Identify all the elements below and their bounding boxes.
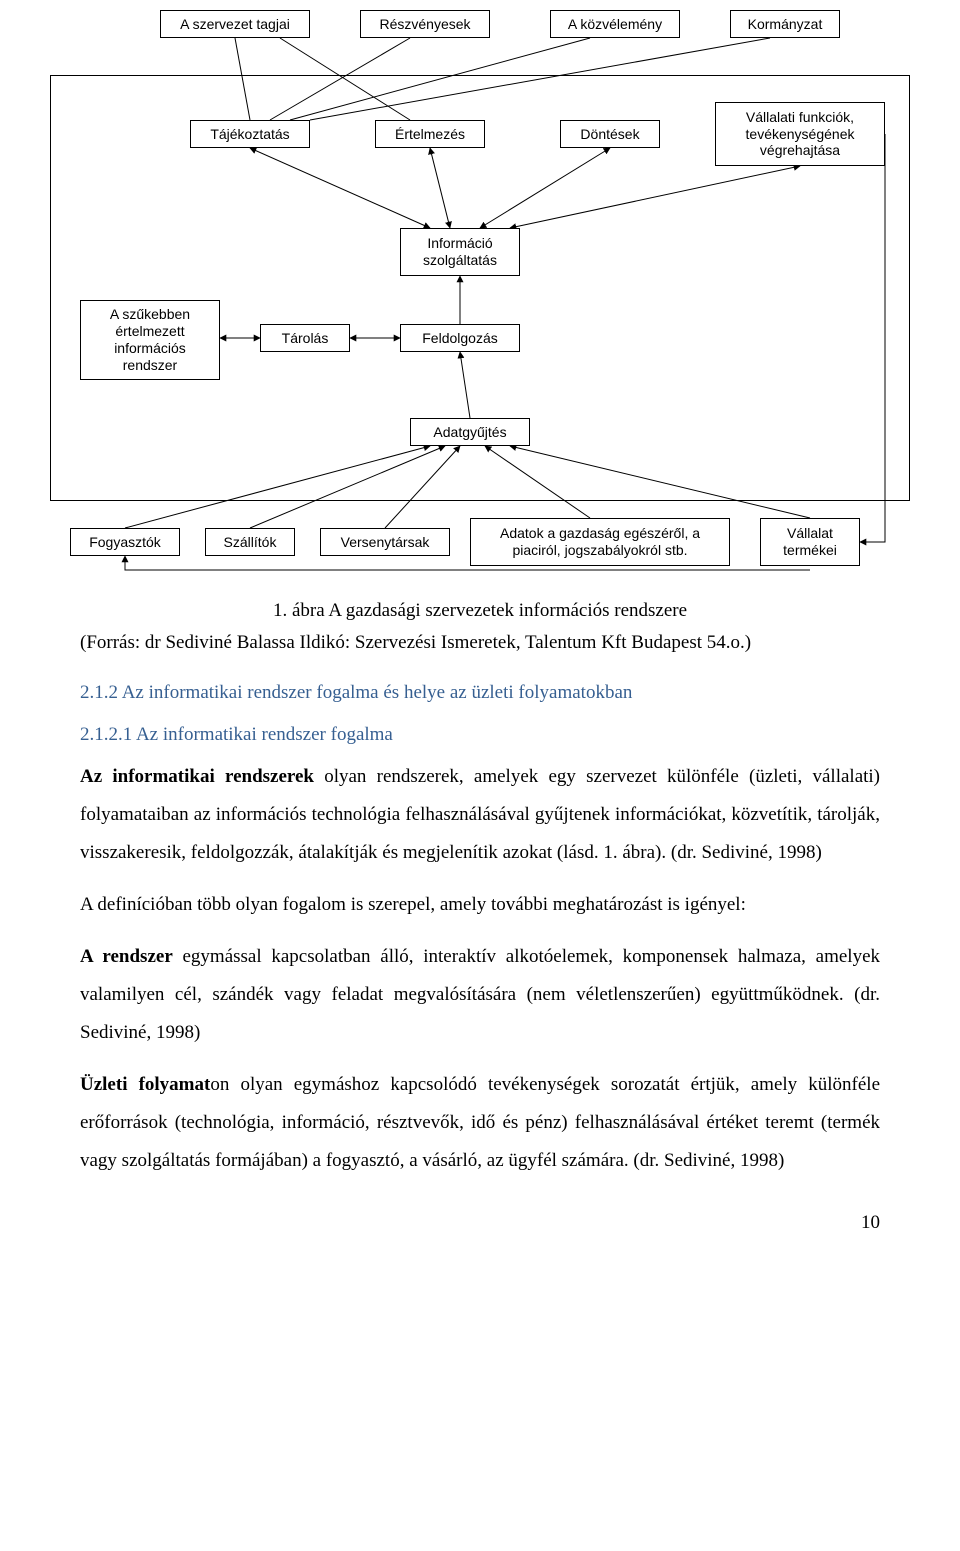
figure-caption: 1. ábra A gazdasági szervezetek informác… xyxy=(80,600,880,622)
paragraph-rendszer: A rendszer egymással kapcsolatban álló, … xyxy=(80,938,880,1052)
node-n_korman: Kormányzat xyxy=(730,10,840,38)
rendszer-rest: egymással kapcsolatban álló, interaktív … xyxy=(80,946,880,1043)
paragraph-intro: A definícióban több olyan fogalom is sze… xyxy=(80,886,880,924)
node-n_kozvel: A közvélemény xyxy=(550,10,680,38)
uzleti-term: Üzleti folyamat xyxy=(80,1074,210,1095)
node-n_tajek: Tájékoztatás xyxy=(190,120,310,148)
node-n_adatgy: Adatgyűjtés xyxy=(410,418,530,446)
node-n_tagjai: A szervezet tagjai xyxy=(160,10,310,38)
node-n_tarolas: Tárolás xyxy=(260,324,350,352)
node-n_vallfunk: Vállalati funkciók, tevékenységének végr… xyxy=(715,102,885,166)
node-n_fogyaszt: Fogyasztók xyxy=(70,528,180,556)
paragraph-definition: Az informatikai rendszerek olyan rendsze… xyxy=(80,758,880,872)
definition-term: Az informatikai rendszerek xyxy=(80,766,314,787)
flowchart-diagram: A szervezet tagjai Részvényesek A közvélem… xyxy=(30,0,930,580)
subsection-heading: 2.1.2.1 Az informatikai rendszer fogalma xyxy=(80,724,880,746)
page: A szervezet tagjai Részvényesek A közvélem… xyxy=(0,0,960,1254)
node-n_adatgazd: Adatok a gazdaság egészéről, a piaciról,… xyxy=(470,518,730,566)
rendszer-term: A rendszer xyxy=(80,946,173,967)
node-n_dontes: Döntések xyxy=(560,120,660,148)
node-n_reszveny: Részvényesek xyxy=(360,10,490,38)
node-n_infoszolg: Információ szolgáltatás xyxy=(400,228,520,276)
node-n_ertelm: Értelmezés xyxy=(375,120,485,148)
page-number: 10 xyxy=(861,1212,880,1234)
node-n_feldolg: Feldolgozás xyxy=(400,324,520,352)
node-n_verseny: Versenytársak xyxy=(320,528,450,556)
node-n_szukebb: A szűkebben értelmezett információs rend… xyxy=(80,300,220,380)
node-n_termek: Vállalat termékei xyxy=(760,518,860,566)
figure-source: (Forrás: dr Sediviné Balassa Ildikó: Sze… xyxy=(80,632,880,654)
section-heading: 2.1.2 Az informatikai rendszer fogalma é… xyxy=(80,682,880,704)
node-n_szallit: Szállítók xyxy=(205,528,295,556)
paragraph-uzleti: Üzleti folyamaton olyan egymáshoz kapcso… xyxy=(80,1066,880,1180)
